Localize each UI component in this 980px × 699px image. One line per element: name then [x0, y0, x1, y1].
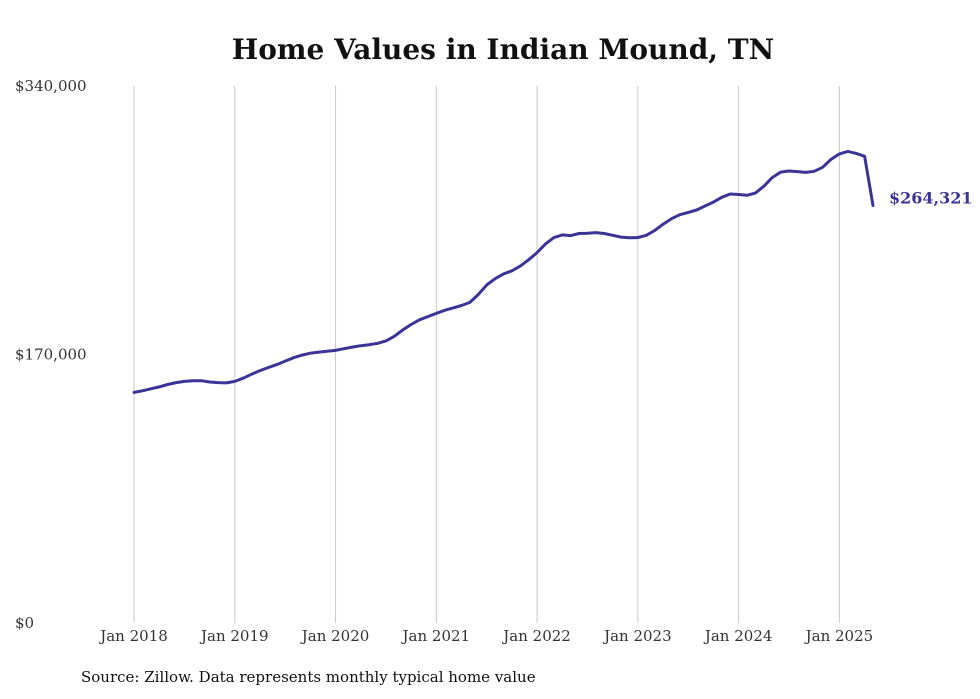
y-tick-label: $340,000 [15, 77, 87, 95]
source-note: Source: Zillow. Data represents monthly … [81, 668, 536, 686]
y-tick-label: $170,000 [15, 346, 87, 364]
x-tick-label: Jan 2022 [501, 627, 571, 645]
gridlines [133, 86, 840, 623]
series-line-home-value [132, 149, 875, 394]
y-axis-ticks: $0 $170,000 $340,000 [15, 77, 87, 632]
x-tick-label: Jan 2018 [98, 627, 168, 645]
x-tick-label: Jan 2023 [602, 627, 672, 645]
y-tick-label: $0 [15, 614, 34, 632]
x-tick-label: Jan 2019 [199, 627, 269, 645]
x-tick-label: Jan 2020 [300, 627, 370, 645]
chart-title: Home Values in Indian Mound, TN [231, 33, 775, 66]
x-tick-label: Jan 2021 [401, 627, 471, 645]
last-value-label: $264,321 [889, 189, 973, 208]
x-tick-label: Jan 2024 [703, 627, 773, 645]
x-tick-label: Jan 2025 [804, 627, 874, 645]
x-axis-ticks: Jan 2018 Jan 2019 Jan 2020 Jan 2021 Jan 2022… [98, 627, 873, 645]
